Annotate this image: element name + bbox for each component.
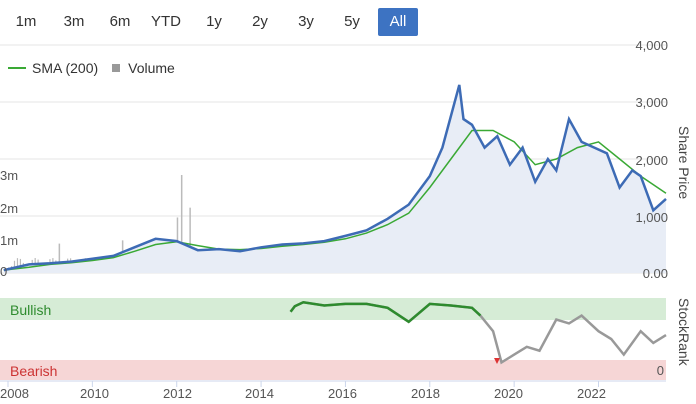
x-tick-2010: 2010 bbox=[80, 386, 109, 401]
price-tick-2000: 2,000 bbox=[635, 153, 668, 168]
x-tick-2012: 2012 bbox=[163, 386, 192, 401]
volume-legend-label[interactable]: Volume bbox=[128, 60, 175, 76]
chart-legend: SMA (200) Volume bbox=[8, 60, 175, 76]
price-line bbox=[3, 84, 667, 272]
bullish-label: Bullish bbox=[10, 302, 52, 318]
share-price-axis-title: Share Price bbox=[676, 126, 692, 200]
volume-tick-3m: 3m bbox=[0, 168, 19, 183]
x-axis-tick-marks bbox=[7, 381, 600, 387]
stockrank-bullish-line bbox=[289, 301, 482, 324]
volume-bar bbox=[189, 207, 191, 273]
price-tick-1000: 1,000 bbox=[635, 210, 668, 225]
range-3y-button[interactable]: 3y bbox=[298, 13, 314, 30]
range-3m-button[interactable]: 3m bbox=[63, 13, 85, 30]
volume-bar bbox=[16, 258, 19, 273]
range-1m-button[interactable]: 1m bbox=[15, 13, 37, 30]
sma-legend-label[interactable]: SMA (200) bbox=[32, 60, 99, 76]
price-tick-3000: 3,000 bbox=[635, 95, 668, 110]
range-5y-button[interactable]: 5y bbox=[344, 13, 360, 30]
range-1y-button[interactable]: 1y bbox=[206, 13, 222, 30]
bearish-label: Bearish bbox=[10, 363, 58, 379]
range-selector: 1m 3m 6m YTD 1y 2y 3y 5y All bbox=[0, 8, 430, 36]
x-tick-2014: 2014 bbox=[245, 386, 274, 401]
x-tick-2016: 2016 bbox=[328, 386, 357, 401]
x-tick-2018: 2018 bbox=[411, 386, 440, 401]
x-tick-2020: 2020 bbox=[494, 386, 523, 401]
x-tick-2008: 2008 bbox=[0, 386, 29, 401]
sma-legend-swatch bbox=[8, 67, 26, 69]
volume-tick-1m: 1m bbox=[0, 233, 19, 248]
bullish-zone bbox=[0, 298, 666, 320]
volume-tick-2m: 2m bbox=[0, 201, 19, 216]
price-area-fill bbox=[3, 84, 667, 274]
sma-line bbox=[3, 129, 667, 271]
price-tick-4000: 4,000 bbox=[635, 38, 668, 53]
volume-bar bbox=[180, 175, 183, 273]
volume-legend-swatch bbox=[112, 64, 121, 72]
price-tick-0: 0.00 bbox=[642, 266, 668, 281]
stockrank-tick-0: 0 bbox=[656, 363, 664, 378]
volume-tick-0: 0 bbox=[0, 264, 8, 279]
range-2y-button[interactable]: 2y bbox=[252, 13, 268, 30]
range-6m-button[interactable]: 6m bbox=[109, 13, 131, 30]
range-all-button[interactable]: All bbox=[378, 8, 418, 36]
volume-bar bbox=[58, 243, 61, 273]
stockrank-bearish-marker bbox=[494, 358, 500, 364]
range-ytd-button[interactable]: YTD bbox=[151, 13, 181, 30]
x-tick-2022: 2022 bbox=[577, 386, 606, 401]
bearish-zone bbox=[0, 360, 666, 380]
stockrank-axis-title: StockRank bbox=[676, 298, 692, 366]
